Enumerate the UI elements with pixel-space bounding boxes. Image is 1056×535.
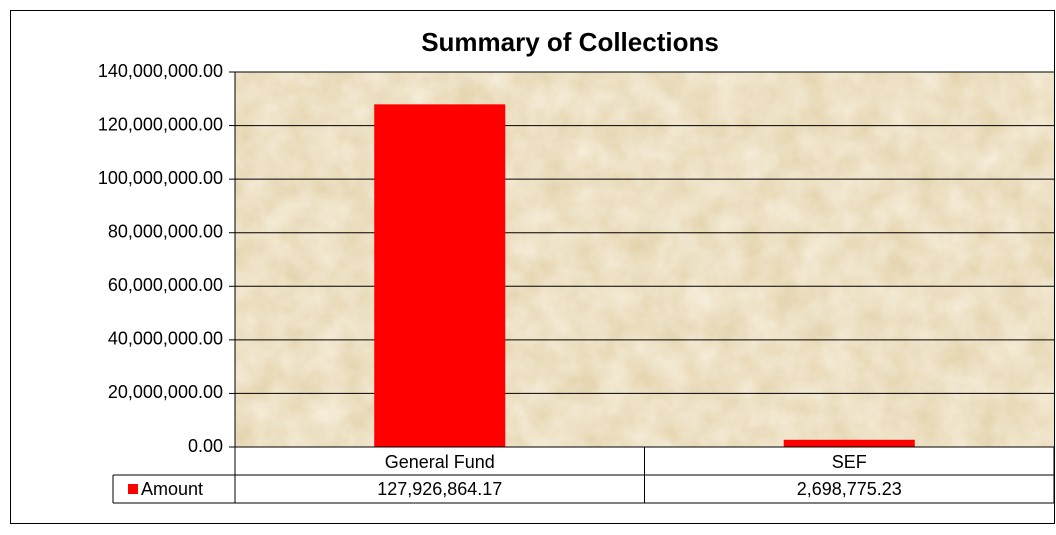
y-tick-label: 140,000,000.00 [98, 61, 223, 81]
bar [374, 104, 506, 448]
plot-texture [235, 72, 1054, 447]
x-tick-label: General Fund [385, 452, 495, 472]
y-tick-label: 80,000,000.00 [108, 221, 223, 241]
y-tick-label: 20,000,000.00 [108, 382, 223, 402]
data-table-value: 2,698,775.23 [797, 479, 902, 499]
legend-key [128, 484, 138, 494]
y-tick-label: 40,000,000.00 [108, 329, 223, 349]
chart-border [10, 10, 1055, 524]
y-tick-label: 0.00 [188, 436, 223, 456]
chart-title: Summary of Collections [421, 27, 719, 57]
x-tick-label: SEF [832, 452, 867, 472]
bar [783, 439, 915, 447]
data-table-value: 127,926,864.17 [377, 479, 502, 499]
legend-label: Amount [141, 479, 203, 499]
y-tick-label: 120,000,000.00 [98, 114, 223, 134]
y-tick-label: 100,000,000.00 [98, 168, 223, 188]
y-tick-label: 60,000,000.00 [108, 275, 223, 295]
